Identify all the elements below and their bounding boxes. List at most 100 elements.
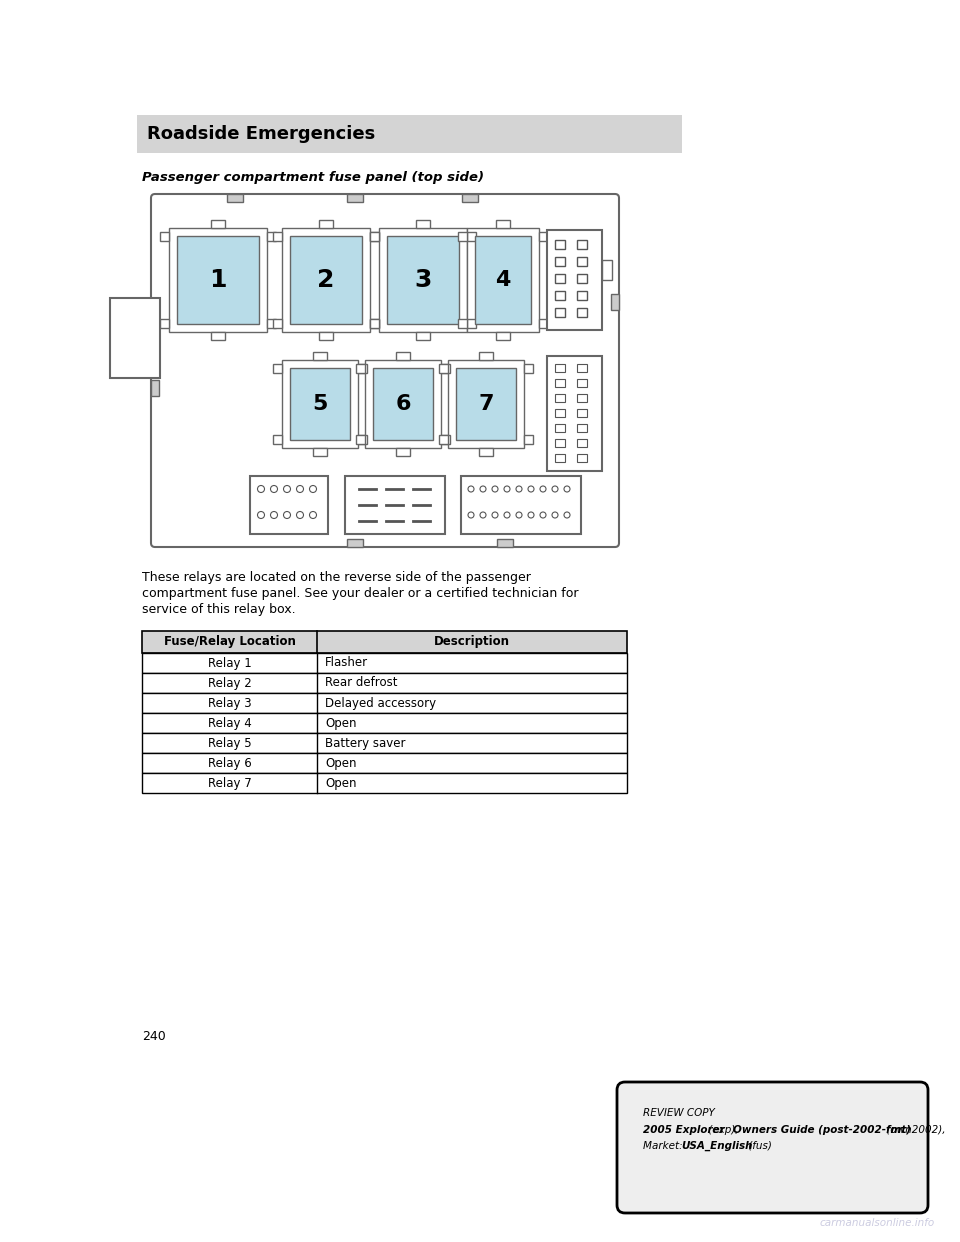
Bar bbox=[142, 713, 627, 733]
Text: 240: 240 bbox=[142, 1030, 166, 1043]
Bar bbox=[356, 435, 365, 443]
Bar bbox=[267, 319, 276, 328]
Bar bbox=[211, 220, 225, 229]
Bar bbox=[370, 232, 379, 241]
Bar bbox=[475, 236, 531, 324]
Bar bbox=[555, 257, 565, 266]
Text: 3: 3 bbox=[415, 268, 432, 292]
Text: Relay 3: Relay 3 bbox=[207, 697, 252, 709]
Bar bbox=[396, 448, 410, 456]
Bar bbox=[273, 232, 282, 241]
Text: Delayed accessory: Delayed accessory bbox=[325, 697, 436, 709]
Bar bbox=[282, 360, 358, 448]
Bar bbox=[160, 232, 169, 241]
Bar bbox=[467, 232, 476, 241]
Bar bbox=[577, 394, 587, 402]
Bar bbox=[577, 291, 587, 301]
Bar bbox=[577, 409, 587, 417]
Bar bbox=[379, 229, 467, 332]
Bar bbox=[416, 332, 430, 340]
Bar bbox=[177, 236, 259, 324]
FancyBboxPatch shape bbox=[151, 194, 619, 546]
Bar bbox=[496, 332, 510, 340]
Text: REVIEW COPY: REVIEW COPY bbox=[643, 1108, 715, 1118]
Bar bbox=[416, 220, 430, 229]
Text: service of this relay box.: service of this relay box. bbox=[142, 604, 296, 616]
Bar bbox=[577, 455, 587, 462]
Bar bbox=[577, 424, 587, 432]
Bar bbox=[577, 240, 587, 248]
Bar bbox=[555, 394, 565, 402]
Bar bbox=[356, 364, 365, 373]
Bar bbox=[142, 773, 627, 792]
Bar bbox=[441, 435, 450, 443]
Text: 1: 1 bbox=[209, 268, 227, 292]
Bar bbox=[602, 260, 612, 279]
Bar bbox=[227, 194, 243, 202]
Bar bbox=[319, 220, 333, 229]
Text: Battery saver: Battery saver bbox=[325, 737, 405, 749]
Text: Flasher: Flasher bbox=[325, 657, 368, 669]
Bar bbox=[547, 356, 602, 471]
Bar bbox=[611, 293, 619, 309]
Text: 5: 5 bbox=[312, 394, 327, 414]
Text: Relay 1: Relay 1 bbox=[207, 657, 252, 669]
Bar bbox=[547, 230, 602, 330]
Bar bbox=[370, 319, 379, 328]
Bar bbox=[496, 220, 510, 229]
Bar bbox=[577, 257, 587, 266]
Bar bbox=[479, 448, 493, 456]
Text: 6: 6 bbox=[396, 394, 411, 414]
Bar bbox=[555, 364, 565, 373]
Bar bbox=[555, 409, 565, 417]
Bar bbox=[555, 438, 565, 447]
Bar bbox=[142, 753, 627, 773]
Bar bbox=[347, 539, 363, 546]
Bar bbox=[448, 360, 524, 448]
Text: Fuse/Relay Location: Fuse/Relay Location bbox=[163, 636, 296, 648]
Bar bbox=[373, 368, 433, 440]
Bar bbox=[142, 693, 627, 713]
Bar bbox=[142, 653, 627, 673]
Bar bbox=[142, 733, 627, 753]
Bar bbox=[142, 631, 627, 653]
Text: compartment fuse panel. See your dealer or a certified technician for: compartment fuse panel. See your dealer … bbox=[142, 587, 579, 600]
Text: 7: 7 bbox=[478, 394, 493, 414]
Text: Relay 2: Relay 2 bbox=[207, 677, 252, 689]
Bar bbox=[137, 116, 682, 153]
Text: 4: 4 bbox=[495, 270, 511, 289]
Bar bbox=[142, 673, 627, 693]
Bar bbox=[273, 435, 282, 443]
Bar bbox=[458, 319, 467, 328]
Text: Description: Description bbox=[434, 636, 510, 648]
Text: (fus): (fus) bbox=[745, 1141, 772, 1151]
Bar bbox=[497, 539, 513, 546]
Text: (own2002),: (own2002), bbox=[883, 1125, 946, 1135]
Bar bbox=[169, 229, 267, 332]
Bar bbox=[555, 240, 565, 248]
Bar bbox=[577, 274, 587, 283]
Bar bbox=[273, 319, 282, 328]
Bar bbox=[462, 194, 478, 202]
Bar bbox=[577, 364, 587, 373]
Bar bbox=[467, 319, 476, 328]
Bar bbox=[151, 380, 159, 396]
Bar bbox=[358, 364, 367, 373]
Bar bbox=[577, 308, 587, 317]
Text: Relay 7: Relay 7 bbox=[207, 776, 252, 790]
Bar bbox=[539, 232, 548, 241]
Bar bbox=[456, 368, 516, 440]
Bar bbox=[110, 298, 160, 378]
Bar bbox=[370, 319, 379, 328]
Text: Market:: Market: bbox=[643, 1141, 689, 1151]
Bar bbox=[211, 332, 225, 340]
Bar bbox=[345, 476, 445, 534]
Bar bbox=[577, 438, 587, 447]
Bar bbox=[439, 435, 448, 443]
Bar bbox=[555, 274, 565, 283]
Text: (exp),: (exp), bbox=[705, 1125, 742, 1135]
Text: Relay 4: Relay 4 bbox=[207, 717, 252, 729]
Bar bbox=[319, 332, 333, 340]
Bar bbox=[313, 448, 327, 456]
Text: Roadside Emergencies: Roadside Emergencies bbox=[147, 125, 375, 143]
